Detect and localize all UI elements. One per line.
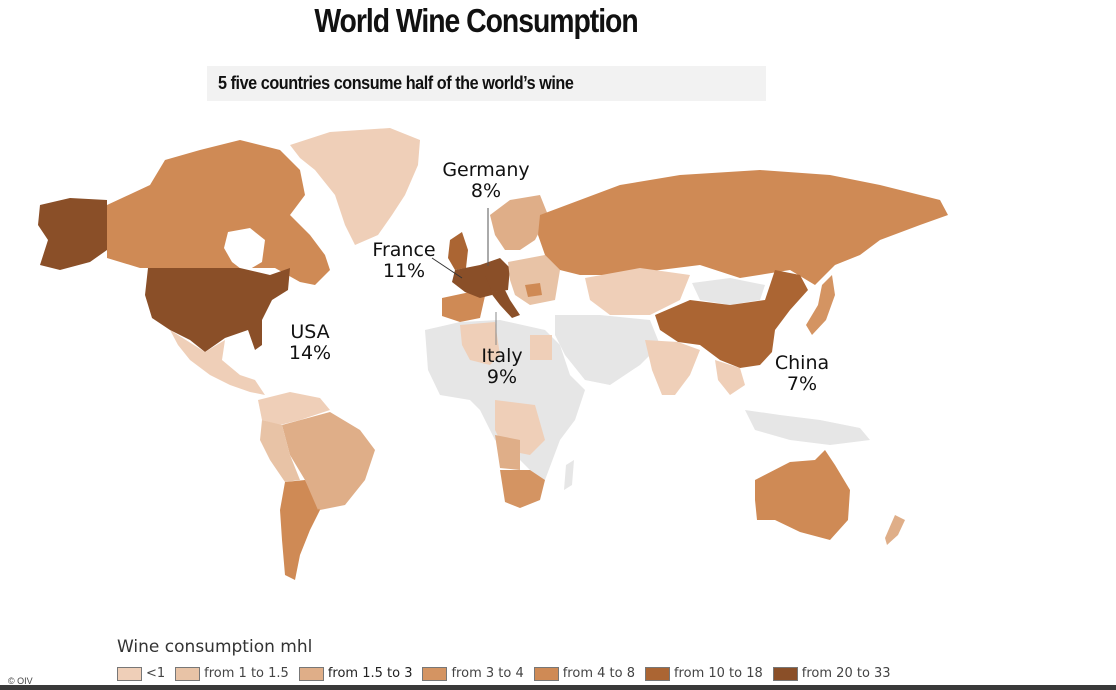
annotation-germany: Germany 8% xyxy=(436,160,536,202)
legend-item: from 10 to 18 xyxy=(644,666,763,681)
legend-label: from 4 to 8 xyxy=(562,666,635,681)
region-china xyxy=(655,270,808,368)
legend-item: from 1.5 to 3 xyxy=(298,666,413,681)
region-eastern-europe xyxy=(508,255,560,305)
annotation-country: China xyxy=(774,352,830,374)
region-scandinavia xyxy=(490,195,548,250)
legend-swatch xyxy=(533,666,559,681)
legend-item: from 3 to 4 xyxy=(422,666,524,681)
legend-label: from 10 to 18 xyxy=(673,666,763,681)
legend-swatch xyxy=(298,666,324,681)
region-spain xyxy=(442,292,485,322)
legend-label: <1 xyxy=(146,666,166,681)
annotation-country: USA xyxy=(290,321,330,343)
region-middle-east xyxy=(555,315,660,385)
region-uk xyxy=(448,232,468,270)
bottom-bar xyxy=(0,685,1116,690)
region-india xyxy=(645,340,700,395)
region-se-asia xyxy=(715,360,745,395)
legend-swatch xyxy=(644,666,670,681)
world-map xyxy=(38,128,948,580)
legend-title: Wine consumption mhl xyxy=(117,637,313,657)
region-algeria xyxy=(460,322,500,365)
legend-label: from 1.5 to 3 xyxy=(327,666,413,681)
legend-item: <1 xyxy=(117,666,165,681)
subtitle: 5 five countries consume half of the wor… xyxy=(218,73,574,93)
region-france xyxy=(452,265,492,298)
region-peru-bolivia xyxy=(260,420,300,482)
region-mexico xyxy=(170,330,265,395)
region-greenland xyxy=(290,128,420,245)
page-title: World Wine Consumption xyxy=(314,2,638,39)
region-canada xyxy=(107,140,330,285)
legend-swatch xyxy=(772,666,798,681)
legend: <1 from 1 to 1.5 from 1.5 to 3 from 3 to… xyxy=(117,666,901,681)
annotation-country: Germany xyxy=(442,159,530,181)
region-uruguay-paraguay xyxy=(305,478,325,510)
annotation-china: China 7% xyxy=(752,353,852,395)
region-egypt xyxy=(530,335,552,360)
region-usa xyxy=(145,268,290,352)
subtitle-box: 5 five countries consume half of the wor… xyxy=(207,66,766,101)
region-mongolia xyxy=(692,278,765,305)
legend-item: from 4 to 8 xyxy=(533,666,635,681)
region-brazil xyxy=(282,412,375,510)
annotation-france: France 11% xyxy=(354,240,454,282)
annotation-country: France xyxy=(372,239,436,261)
region-colombia-venezuela xyxy=(258,392,330,425)
annotation-share: 9% xyxy=(486,366,518,388)
legend-item: from 1 to 1.5 xyxy=(175,666,289,681)
region-indonesia xyxy=(745,410,870,445)
annotation-country: Italy xyxy=(481,345,523,367)
region-australia xyxy=(755,450,850,540)
annotation-italy: Italy 9% xyxy=(452,346,552,388)
annotation-share: 8% xyxy=(470,180,502,202)
region-south-africa xyxy=(500,470,545,508)
annotation-share: 7% xyxy=(786,373,818,395)
annotation-usa: USA 14% xyxy=(260,322,360,364)
region-madagascar xyxy=(564,460,574,490)
region-russia xyxy=(538,170,948,285)
legend-swatch xyxy=(422,666,448,681)
legend-label: from 1 to 1.5 xyxy=(204,666,289,681)
credit: © OIV xyxy=(8,676,33,686)
legend-swatch xyxy=(117,666,142,681)
region-central-asia xyxy=(585,268,690,315)
region-italy xyxy=(490,290,520,318)
region-alaska xyxy=(38,198,107,270)
legend-item: from 20 to 33 xyxy=(772,666,891,681)
region-japan xyxy=(806,275,835,335)
region-romania xyxy=(525,283,542,297)
region-new-zealand xyxy=(885,515,905,545)
legend-label: from 20 to 33 xyxy=(801,666,891,681)
annotation-share: 14% xyxy=(288,342,332,364)
france-leader-line xyxy=(431,257,463,279)
region-argentina xyxy=(280,480,320,580)
hudson-bay xyxy=(224,228,265,272)
annotation-share: 11% xyxy=(382,260,426,282)
region-germany xyxy=(480,258,510,292)
legend-swatch xyxy=(175,666,201,681)
legend-label: from 3 to 4 xyxy=(451,666,524,681)
region-angola xyxy=(495,435,520,470)
